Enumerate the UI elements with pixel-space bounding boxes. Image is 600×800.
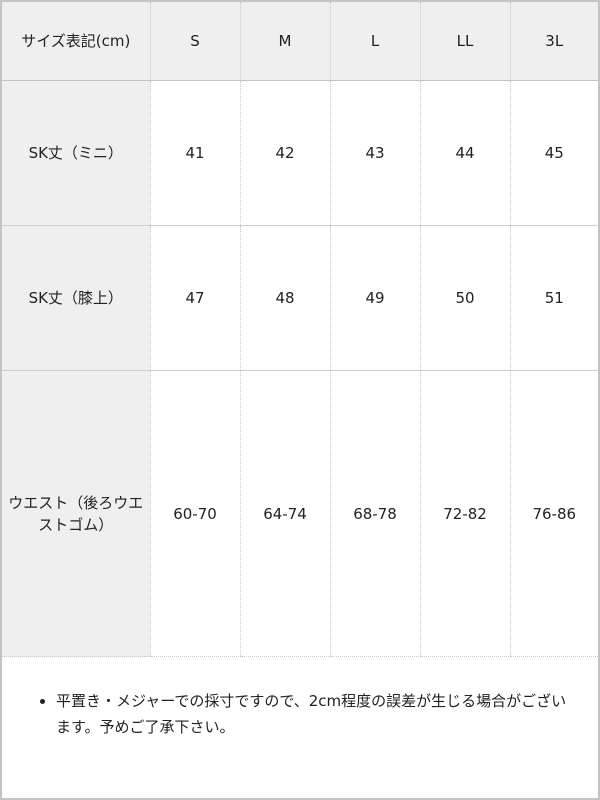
table-cell: 42	[239, 80, 330, 226]
table-cell: 48	[239, 225, 330, 371]
header-cell: LL	[419, 2, 510, 81]
table-row: ウエスト（後ろウエストゴム） 60-70 64-74 68-78 72-82 7…	[2, 370, 598, 657]
table-row: SK丈（膝上） 47 48 49 50 51	[2, 225, 598, 371]
table-cell: 76-86	[509, 370, 598, 657]
table-cell: 49	[329, 225, 420, 371]
table-cell: 41	[149, 80, 240, 226]
table-cell: 72-82	[419, 370, 510, 657]
table-cell: 43	[329, 80, 420, 226]
row-label: SK丈（ミニ）	[2, 80, 150, 226]
size-table: サイズ表記(cm) S M L LL 3L SK丈（ミニ） 41 42 43 4…	[2, 2, 598, 657]
table-cell: 47	[149, 225, 240, 371]
header-cell: サイズ表記(cm)	[2, 2, 150, 81]
table-row: SK丈（ミニ） 41 42 43 44 45	[2, 80, 598, 226]
table-cell: 64-74	[239, 370, 330, 657]
table-cell: 44	[419, 80, 510, 226]
note-text: 平置き・メジャーでの採寸ですので、2cm程度の誤差が生じる場合がございます。予め…	[56, 688, 580, 740]
table-cell: 68-78	[329, 370, 420, 657]
table-cell: 51	[509, 225, 598, 371]
table-cell: 50	[419, 225, 510, 371]
header-row: サイズ表記(cm) S M L LL 3L	[2, 2, 598, 81]
row-label: SK丈（膝上）	[2, 225, 150, 371]
header-cell: M	[239, 2, 330, 81]
header-cell: S	[149, 2, 240, 81]
table-cell: 60-70	[149, 370, 240, 657]
row-label: ウエスト（後ろウエストゴム）	[2, 370, 150, 657]
header-cell: L	[329, 2, 420, 81]
measurement-note: 平置き・メジャーでの採寸ですので、2cm程度の誤差が生じる場合がございます。予め…	[40, 688, 580, 740]
header-cell: 3L	[509, 2, 598, 81]
table-cell: 45	[509, 80, 598, 226]
